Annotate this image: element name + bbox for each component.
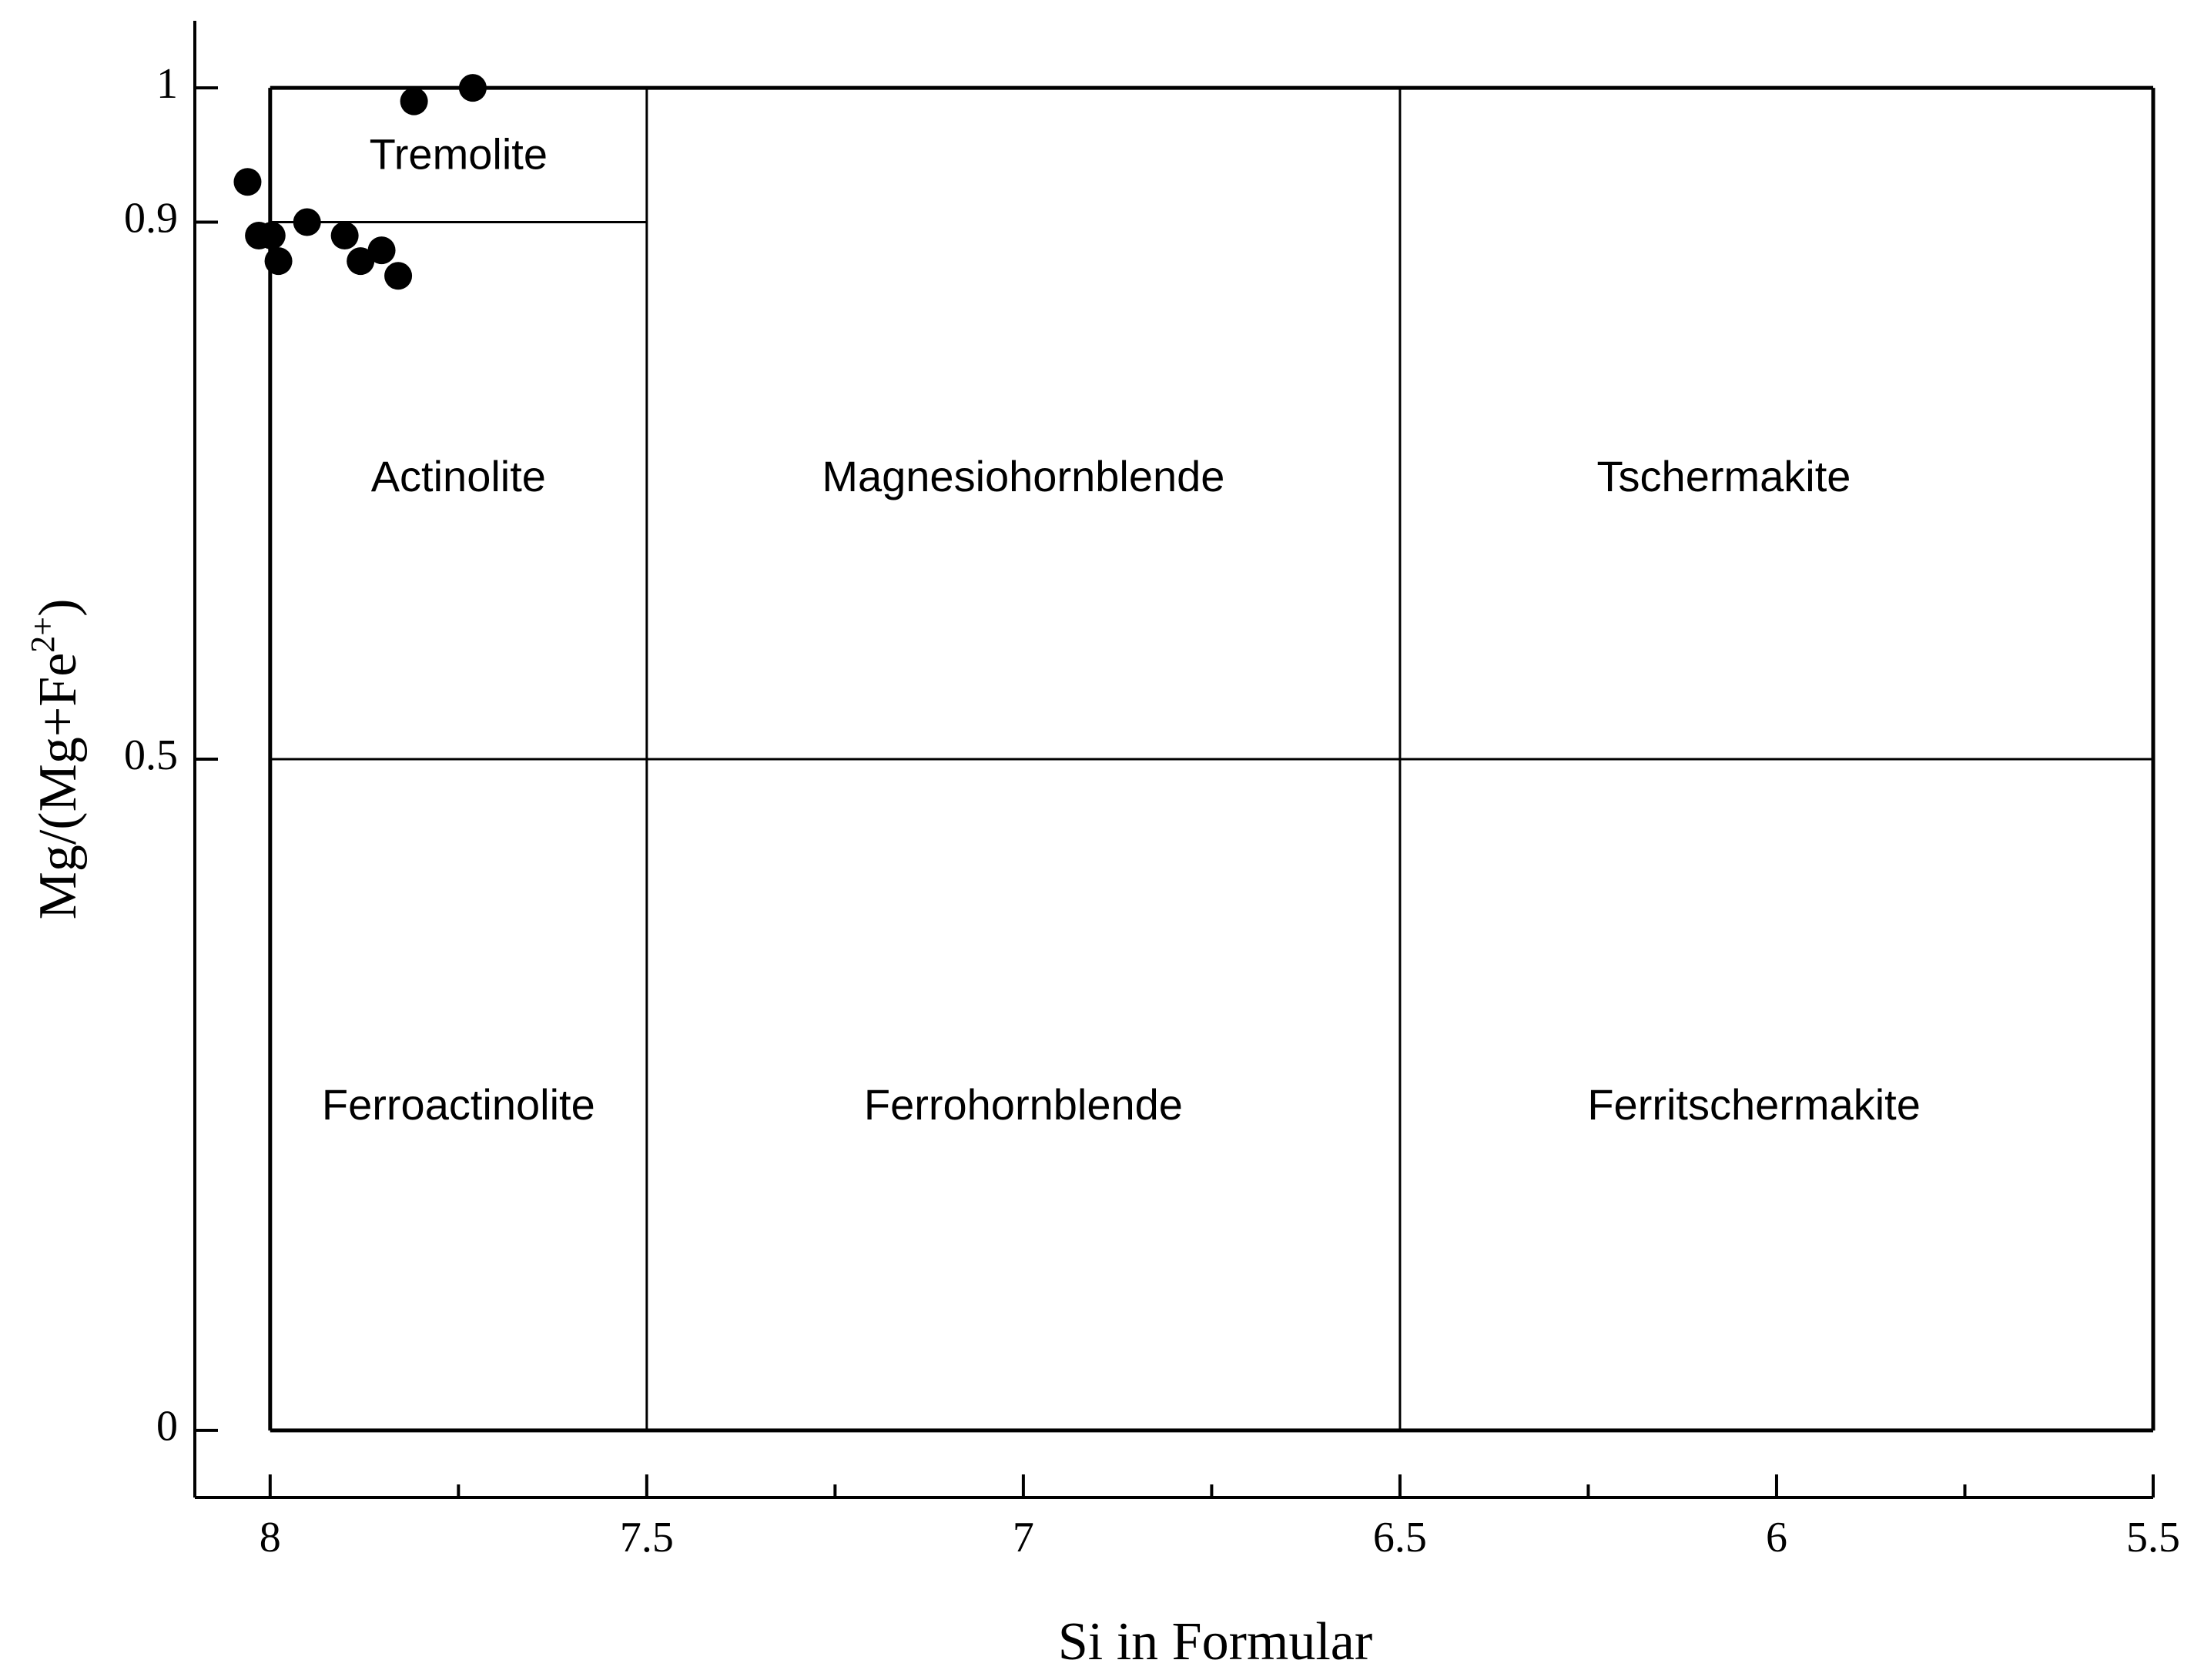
y-tick-label: 1 (156, 60, 178, 108)
y-tick-label: 0.5 (124, 731, 178, 779)
data-point (367, 236, 396, 265)
data-point (400, 87, 428, 115)
region-label: Tschermakite (1597, 452, 1851, 500)
x-axis-title: Si in Formular (1058, 1612, 1372, 1672)
y-tick-label: 0 (156, 1403, 178, 1451)
region-label: Ferrohornblende (864, 1080, 1183, 1129)
data-point (347, 247, 375, 276)
region-label: Magnesiohornblende (822, 452, 1224, 500)
y-axis-title-end: ) (28, 599, 88, 617)
region-label: Ferritschermakite (1587, 1080, 1921, 1129)
data-point (233, 168, 262, 196)
region-label: Ferroactinolite (322, 1080, 595, 1129)
data-point (330, 221, 359, 249)
y-axis-title-main: Mg/(Mg+Fe (28, 653, 88, 920)
y-tick-label: 0.9 (124, 194, 178, 242)
region-label: Actinolite (371, 452, 546, 500)
data-point (264, 247, 293, 276)
x-tick-label: 8 (260, 1514, 281, 1561)
y-axis-title-sup: 2+ (24, 617, 62, 653)
x-tick-label: 7 (1013, 1514, 1034, 1561)
data-point (458, 74, 487, 102)
x-tick-label: 5.5 (2126, 1514, 2180, 1561)
y-axis-title: Mg/(Mg+Fe2+) (24, 599, 88, 920)
x-tick-label: 7.5 (620, 1514, 674, 1561)
data-point (384, 262, 413, 290)
x-tick-label: 6.5 (1373, 1514, 1427, 1561)
data-point (293, 208, 321, 236)
x-tick-label: 6 (1766, 1514, 1787, 1561)
data-point (257, 221, 286, 249)
region-label: Tremolite (370, 130, 548, 179)
